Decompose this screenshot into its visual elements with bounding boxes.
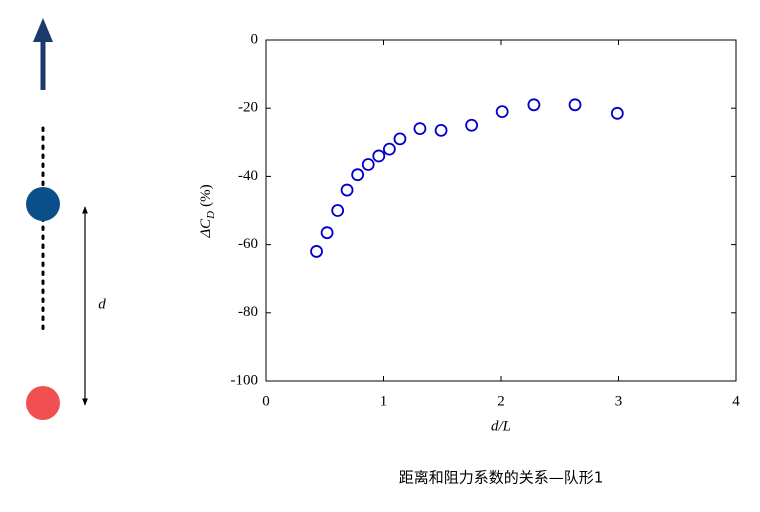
data-point: [610, 106, 624, 120]
y-tick-label: -40: [238, 168, 258, 184]
formation-diagram: d: [26, 18, 106, 420]
y-label-unit: (%): [198, 184, 214, 207]
x-tick-label: 0: [262, 393, 270, 409]
plot-border: [265, 39, 737, 382]
x-tick-label: 1: [380, 393, 388, 409]
caption: 距离和阻力系数的关系—队形1: [399, 469, 604, 487]
x-tick-label: 3: [615, 393, 623, 409]
x-tick-label: 2: [497, 393, 505, 409]
x-axis-label: d/L: [491, 418, 511, 434]
direction-arrow-head: [33, 18, 53, 42]
data-point: [393, 132, 407, 146]
data-point: [465, 118, 479, 132]
distance-label: d: [98, 296, 106, 312]
y-label-main: ΔC: [198, 218, 214, 239]
data-point: [382, 142, 396, 156]
y-tick-label: 0: [251, 31, 259, 47]
y-tick-label: -60: [238, 236, 258, 252]
data-point: [320, 226, 334, 240]
plot-frame: [265, 39, 737, 382]
lead-vehicle: [26, 187, 60, 221]
data-point: [527, 98, 541, 112]
y-label-sub: D: [205, 211, 217, 220]
x-tick-label: 4: [732, 393, 740, 409]
data-point: [331, 204, 345, 217]
data-point: [340, 183, 354, 197]
follow-vehicle: [26, 386, 60, 420]
y-tick-label: -20: [238, 100, 258, 116]
data-point: [413, 122, 427, 136]
data-point: [361, 158, 375, 171]
data-point: [434, 123, 448, 137]
data-point: [495, 105, 509, 119]
y-tick-label: -100: [231, 372, 259, 388]
data-point: [372, 149, 386, 163]
data-point: [351, 168, 365, 182]
y-axis-label: ΔCD (%): [198, 184, 216, 238]
data-point: [568, 98, 582, 112]
data-point: [310, 245, 323, 258]
y-tick-label: -80: [238, 304, 258, 320]
